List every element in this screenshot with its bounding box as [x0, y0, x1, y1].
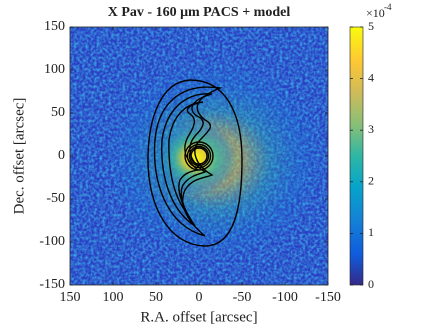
chart-title: X Pav - 160 μm PACS + model — [108, 5, 291, 20]
model-contours — [147, 79, 243, 247]
y-tick-label: 100 — [44, 62, 65, 77]
y-tick-label: 0 — [58, 148, 65, 163]
x-tick-label: 150 — [60, 290, 81, 305]
y-tick-label: 150 — [44, 19, 65, 34]
x-tick-label: -100 — [272, 290, 298, 305]
x-tick-label: -150 — [315, 290, 341, 305]
colorbar — [349, 26, 364, 286]
colorbar-multiplier: ×10 — [366, 6, 385, 20]
colorbar-tick-label: 4 — [368, 70, 374, 84]
x-axis-label: R.A. offset [arcsec] — [140, 309, 257, 325]
colorbar-tick-label: 0 — [368, 277, 374, 291]
colorbar-exponent: -4 — [384, 2, 392, 12]
colorbar-tick-label: 5 — [368, 19, 374, 33]
x-tick-label: 0 — [196, 290, 203, 305]
colorbar-tick-label: 3 — [368, 122, 374, 136]
x-tick-label: 100 — [103, 290, 124, 305]
colorbar-tick-label: 2 — [368, 174, 374, 188]
x-tick-label: 50 — [149, 290, 163, 305]
x-tick-label: -50 — [233, 290, 252, 305]
y-tick-label: 50 — [51, 105, 65, 120]
y-tick-label: -150 — [39, 277, 65, 292]
y-tick-label: -50 — [46, 191, 65, 206]
colorbar-tick-label: 1 — [368, 225, 374, 239]
y-axis-label: Dec. offset [arcsec] — [11, 98, 27, 215]
y-tick-label: -100 — [39, 234, 65, 249]
heatmap-image — [70, 27, 328, 285]
